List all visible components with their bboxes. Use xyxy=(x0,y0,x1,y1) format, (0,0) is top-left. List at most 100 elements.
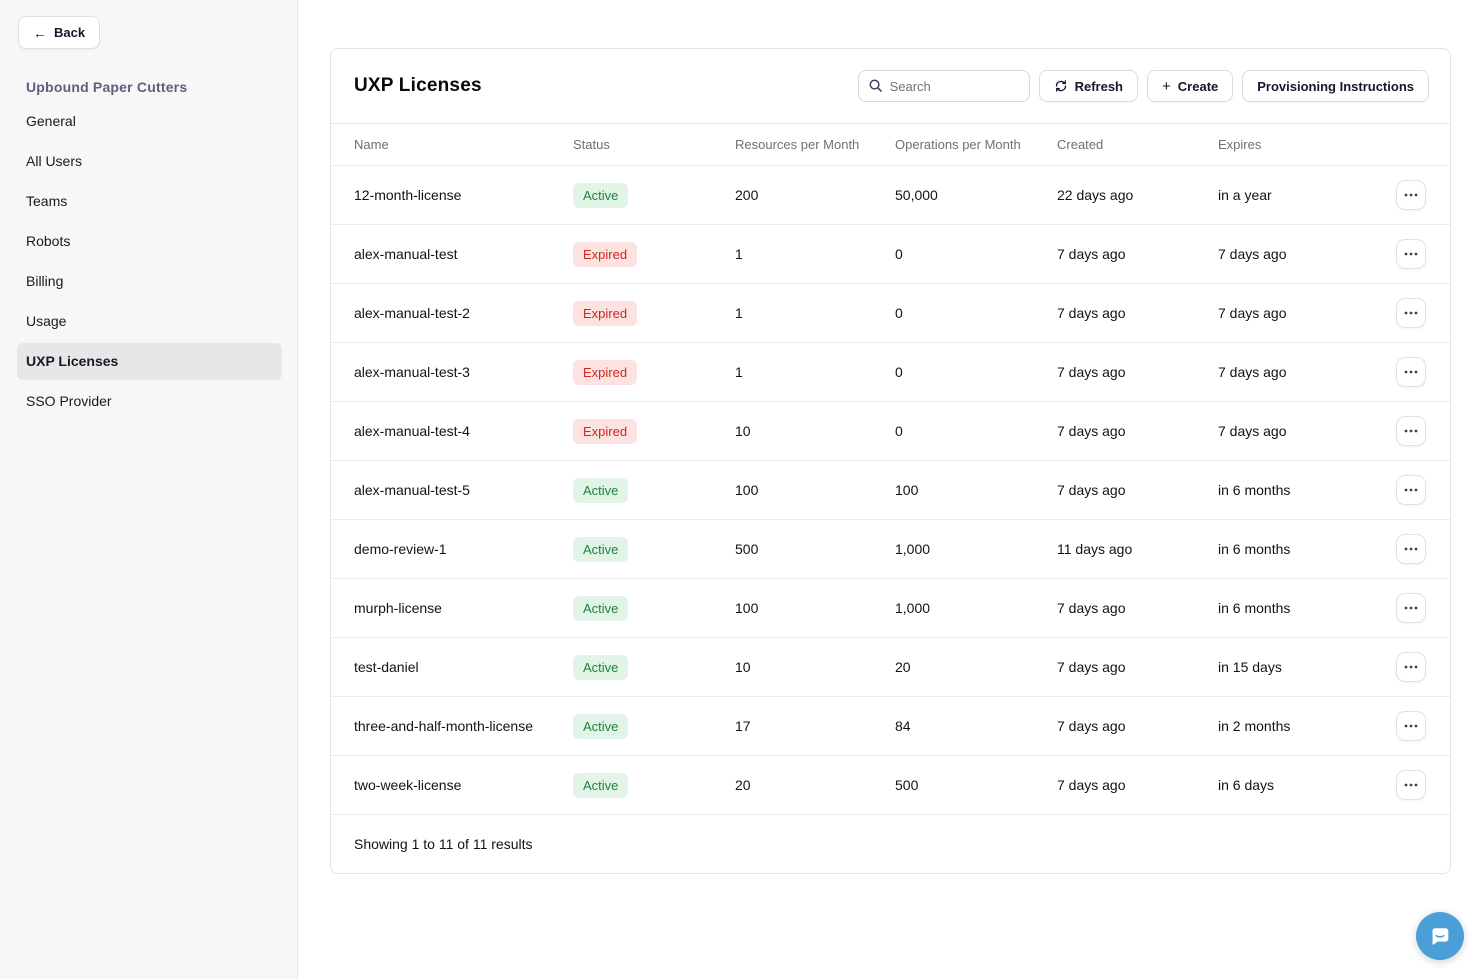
row-actions-button[interactable] xyxy=(1396,416,1426,446)
table-row: two-week-license Active 20 500 7 days ag… xyxy=(331,756,1450,815)
status-badge: Expired xyxy=(573,418,638,444)
search-input[interactable] xyxy=(857,70,1030,102)
table-row: test-daniel Active 10 20 7 days ago in 1… xyxy=(331,638,1450,697)
table-row: alex-manual-test-5 Active 100 100 7 days… xyxy=(331,461,1450,520)
sidebar-item[interactable]: SSO Provider xyxy=(17,383,282,420)
operations-per-month-value: 0 xyxy=(895,423,903,439)
expires-value[interactable]: 7 days ago xyxy=(1218,423,1287,439)
row-actions-button[interactable] xyxy=(1396,593,1426,623)
license-name: alex-manual-test xyxy=(354,246,458,262)
operations-per-month-value: 0 xyxy=(895,364,903,380)
expires-value[interactable]: 7 days ago xyxy=(1218,364,1287,380)
chat-launcher-button[interactable] xyxy=(1416,912,1464,960)
created-value[interactable]: 7 days ago xyxy=(1057,718,1126,734)
license-name: three-and-half-month-license xyxy=(354,718,533,734)
table-body: 12-month-license Active 20 0 50,000 22 da… xyxy=(331,166,1450,815)
row-actions-button[interactable] xyxy=(1396,770,1426,800)
expires-value[interactable]: in 6 days xyxy=(1218,777,1275,793)
row-actions-button[interactable] xyxy=(1396,652,1426,682)
ellipsis-icon xyxy=(1404,547,1418,551)
row-actions-button[interactable] xyxy=(1396,475,1426,505)
created-value[interactable]: 7 days ago xyxy=(1057,423,1126,439)
created-value[interactable]: 7 days ago xyxy=(1057,600,1126,616)
status-badge: Active xyxy=(573,536,629,562)
resources-per-month-value: 1 xyxy=(735,246,743,262)
expires-value[interactable]: in 15 days xyxy=(1218,659,1282,675)
expires-value[interactable]: in 2 months xyxy=(1218,718,1291,734)
created-value[interactable]: 11 days ago xyxy=(1057,541,1133,557)
column-header-operations: Operations per Month xyxy=(895,137,1021,152)
resources-per-month-value: 1 xyxy=(735,364,743,380)
license-name: demo-review-1 xyxy=(354,541,447,557)
created-value[interactable]: 7 days ago xyxy=(1057,777,1126,793)
expires-value[interactable]: in 6 months xyxy=(1218,600,1291,616)
refresh-button[interactable]: Refresh xyxy=(1038,70,1139,102)
expires-value[interactable]: in 6 months xyxy=(1218,541,1291,557)
expires-value[interactable]: in a year xyxy=(1218,187,1272,203)
sidebar-item[interactable]: All Users xyxy=(17,143,282,180)
row-actions-button[interactable] xyxy=(1396,357,1426,387)
sidebar-item[interactable]: Robots xyxy=(17,223,282,260)
table-row: alex-manual-test Expired 1 0 7 days ago … xyxy=(331,225,1450,284)
sidebar-item-label: Teams xyxy=(26,193,68,209)
status-badge: Active xyxy=(573,772,629,798)
column-header-status: Status xyxy=(573,137,610,152)
status-badge: Active xyxy=(573,477,629,503)
operations-per-month-value: 0 xyxy=(895,246,903,262)
sidebar-item[interactable]: Usage xyxy=(17,303,282,340)
search-wrap xyxy=(857,70,1030,102)
operations-per-month-value: 1,000 xyxy=(895,600,931,616)
sidebar-item[interactable]: General xyxy=(17,103,282,140)
license-name: two-week-license xyxy=(354,777,462,793)
row-actions-button[interactable] xyxy=(1396,239,1426,269)
expires-value[interactable]: in 6 months xyxy=(1218,482,1291,498)
row-actions-button[interactable] xyxy=(1396,711,1426,741)
back-arrow-icon: ← xyxy=(33,24,47,41)
created-value[interactable]: 7 days ago xyxy=(1057,305,1126,321)
expires-value[interactable]: 7 days ago xyxy=(1218,246,1287,262)
license-name: 12-month-license xyxy=(354,187,462,203)
license-name: alex-manual-test-4 xyxy=(354,423,470,439)
column-header-created: Created xyxy=(1057,137,1104,152)
created-value[interactable]: 7 days ago xyxy=(1057,482,1126,498)
table-row: alex-manual-test-4 Expired 10 0 7 days a… xyxy=(331,402,1450,461)
status-badge: Active xyxy=(573,654,629,680)
back-button[interactable]: ← Back xyxy=(18,16,101,49)
license-name: test-daniel xyxy=(354,659,419,675)
operations-per-month-value: 1,000 xyxy=(895,541,931,557)
sidebar: ← Back Upbound Paper Cutters General All… xyxy=(0,0,298,979)
ellipsis-icon xyxy=(1404,252,1418,256)
create-button[interactable]: + Create xyxy=(1147,70,1234,102)
operations-per-month-value: 500 xyxy=(895,777,919,793)
sidebar-item[interactable]: Billing xyxy=(17,263,282,300)
column-header-resources: Resources per Month xyxy=(735,137,860,152)
page-title: UXP Licenses xyxy=(354,75,482,96)
org-name: Upbound Paper Cutters xyxy=(26,79,188,95)
resources-per-month-value: 1 xyxy=(735,305,743,321)
created-value[interactable]: 7 days ago xyxy=(1057,246,1126,262)
sidebar-item-label: SSO Provider xyxy=(26,393,112,409)
sidebar-item-label: Usage xyxy=(26,313,67,329)
sidebar-item[interactable]: UXP Licenses xyxy=(17,343,282,380)
main-content: UXP Licenses xyxy=(298,0,1484,979)
provisioning-instructions-button[interactable]: Provisioning Instructions xyxy=(1242,70,1429,102)
operations-per-month-value: 50,000 xyxy=(895,187,938,203)
ellipsis-icon xyxy=(1404,370,1418,374)
table-row: three-and-half-month-license Active 17 8… xyxy=(331,697,1450,756)
sidebar-item-label: All Users xyxy=(26,153,83,169)
expires-value[interactable]: 7 days ago xyxy=(1218,305,1287,321)
resources-per-month-value: 20 xyxy=(735,777,751,793)
license-name: alex-manual-test-5 xyxy=(354,482,470,498)
sidebar-item[interactable]: Teams xyxy=(17,183,282,220)
created-value[interactable]: 22 days ago xyxy=(1057,187,1134,203)
row-actions-button[interactable] xyxy=(1396,298,1426,328)
ellipsis-icon xyxy=(1404,488,1418,492)
search-icon xyxy=(869,79,882,92)
row-actions-button[interactable] xyxy=(1396,534,1426,564)
row-actions-button[interactable] xyxy=(1396,180,1426,210)
created-value[interactable]: 7 days ago xyxy=(1057,659,1126,675)
operations-per-month-value: 20 xyxy=(895,659,911,675)
status-badge: Expired xyxy=(573,300,638,326)
resources-per-month-value: 100 xyxy=(735,600,759,616)
created-value[interactable]: 7 days ago xyxy=(1057,364,1126,380)
